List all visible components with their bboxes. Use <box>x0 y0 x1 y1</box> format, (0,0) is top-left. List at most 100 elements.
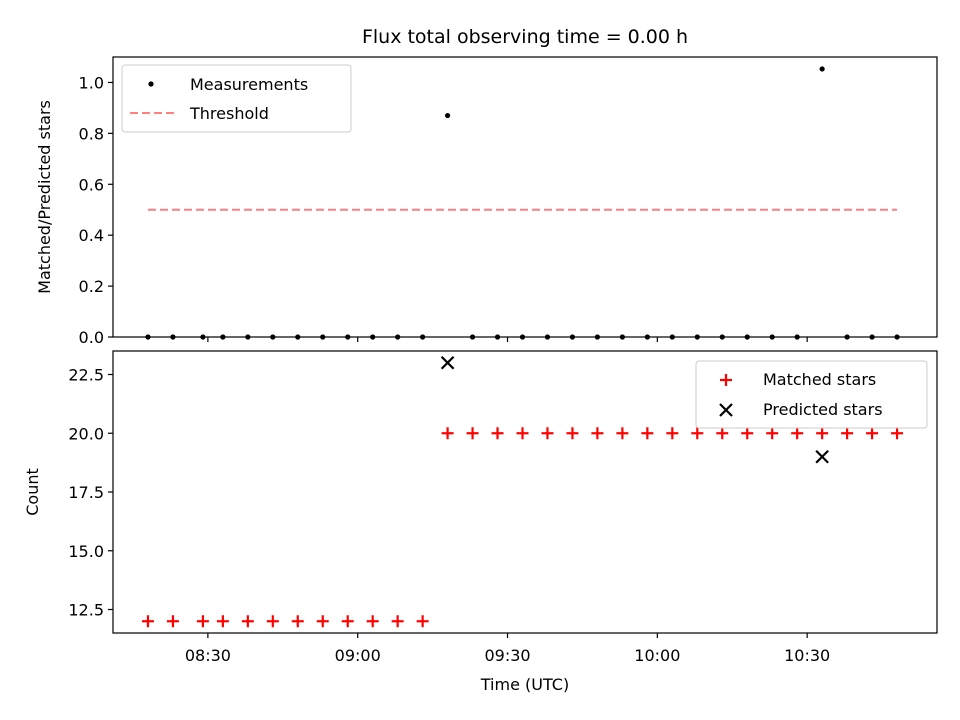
matched-star-point <box>416 615 429 628</box>
matched-star-point <box>741 427 754 440</box>
top-y-tick-label: 0.4 <box>79 226 104 245</box>
measurement-point <box>544 334 551 340</box>
measurement-point <box>220 334 226 340</box>
measurement-point <box>420 334 426 340</box>
bottom-x-tick: 08:30 <box>185 633 231 665</box>
bottom-y-tick: 22.5 <box>68 366 113 385</box>
legend-predicted-label: Predicted stars <box>763 400 883 419</box>
measurement-point <box>200 334 206 340</box>
measurement-point <box>245 334 251 340</box>
top-y-tick: 0.2 <box>79 277 113 296</box>
measurement-point <box>694 334 700 340</box>
matched-star-point <box>291 615 304 628</box>
matched-star-point <box>391 615 404 628</box>
legend-measurements-label: Measurements <box>190 75 308 94</box>
chart-title: Flux total observing time = 0.00 h <box>362 26 688 48</box>
matched-star-point <box>891 427 904 440</box>
top-panel: 0.0 0.2 0.4 0.6 0.8 1.0 Matched/Predicted sta… <box>35 56 938 347</box>
measurement-point <box>644 334 650 340</box>
bottom-y-tick: 17.5 <box>68 483 113 502</box>
matched-star-point <box>541 427 554 440</box>
top-y-tick-label: 0.8 <box>79 124 104 143</box>
legend-matched-label: Matched stars <box>763 370 876 389</box>
top-y-tick-label: 0.0 <box>79 328 104 347</box>
measurement-point <box>494 334 501 340</box>
top-legend-box <box>121 64 352 133</box>
measurement-point <box>719 334 725 340</box>
matched-star-point <box>666 427 679 440</box>
measurement-point <box>469 334 476 340</box>
matched-star-point <box>816 427 829 440</box>
matched-star-point <box>341 615 354 628</box>
matched-star-point <box>141 615 154 628</box>
measurement-point <box>869 334 875 340</box>
top-y-tick: 0.0 <box>79 328 113 347</box>
measurement-point <box>594 334 601 340</box>
matched-star-point <box>841 427 854 440</box>
matched-star-point <box>566 427 579 440</box>
legend-matched-marker <box>720 374 732 386</box>
matched-star-point <box>241 615 254 628</box>
bottom-y-tick-label: 20.0 <box>68 424 104 443</box>
top-series-layer <box>145 66 900 340</box>
bottom-series-layer <box>141 355 904 628</box>
top-legend: Measurements Threshold <box>121 64 352 133</box>
matched-star-point <box>196 615 209 628</box>
top-y-axis-label: Matched/Predicted stars <box>35 100 54 294</box>
x-tick-label: 10:00 <box>634 646 680 665</box>
matched-star-point <box>616 427 629 440</box>
legend-predicted-marker <box>719 403 733 417</box>
predicted-star-point <box>440 355 455 370</box>
bottom-y-tick: 15.0 <box>68 542 113 561</box>
matched-star-point <box>716 427 729 440</box>
legend-measurements-marker <box>148 81 154 87</box>
matched-star-point <box>491 427 504 440</box>
bottom-x-tick: 10:30 <box>784 633 830 665</box>
measurement-point <box>519 334 526 340</box>
matched-star-point <box>366 615 379 628</box>
measurement-point <box>769 334 775 340</box>
bottom-y-tick-label: 22.5 <box>68 366 104 385</box>
matched-star-point <box>691 427 704 440</box>
measurement-point <box>444 112 451 119</box>
measurement-point <box>270 334 276 340</box>
matched-star-point <box>791 427 804 440</box>
matched-star-point <box>441 427 454 440</box>
bottom-y-ticks: 12.5 15.0 17.5 20.0 22.5 <box>68 366 113 620</box>
matched-star-point <box>866 427 879 440</box>
measurement-point <box>819 66 825 72</box>
bottom-legend: Matched stars Predicted stars <box>695 360 928 429</box>
top-y-tick: 1.0 <box>79 73 113 92</box>
bottom-x-tick: 09:30 <box>484 633 531 665</box>
bottom-x-tick: 10:00 <box>634 633 680 665</box>
bottom-x-ticks: 08:30 09:00 09:30 10:00 10:30 <box>185 633 830 665</box>
bottom-y-tick-label: 12.5 <box>68 601 104 620</box>
bottom-panel: 12.5 15.0 17.5 20.0 22.5 08:30 09:00 09:30 10:0… <box>23 350 938 694</box>
top-y-tick: 0.8 <box>79 124 113 143</box>
measurement-point <box>170 334 176 340</box>
matched-star-point <box>641 427 654 440</box>
matched-star-point <box>316 615 329 628</box>
matched-star-point <box>766 427 779 440</box>
matched-star-point <box>216 615 229 628</box>
legend-threshold-label: Threshold <box>189 104 269 123</box>
measurement-point <box>669 334 675 340</box>
measurement-point <box>894 334 900 340</box>
top-y-tick-label: 1.0 <box>79 73 104 92</box>
bottom-y-axis-label: Count <box>23 468 42 516</box>
measurement-point <box>794 334 800 340</box>
top-y-tick: 0.4 <box>79 226 113 245</box>
x-axis-label: Time (UTC) <box>480 675 569 694</box>
matched-star-point <box>466 427 479 440</box>
top-y-tick-label: 0.2 <box>79 277 104 296</box>
bottom-y-tick: 12.5 <box>68 601 113 620</box>
bottom-y-tick-label: 17.5 <box>68 483 104 502</box>
top-y-tick: 0.6 <box>79 175 113 194</box>
top-y-tick-label: 0.6 <box>79 175 104 194</box>
matched-star-point <box>166 615 179 628</box>
measurement-point <box>395 334 401 340</box>
measurement-point <box>744 334 750 340</box>
x-tick-label: 09:30 <box>484 646 530 665</box>
matched-star-point <box>266 615 279 628</box>
